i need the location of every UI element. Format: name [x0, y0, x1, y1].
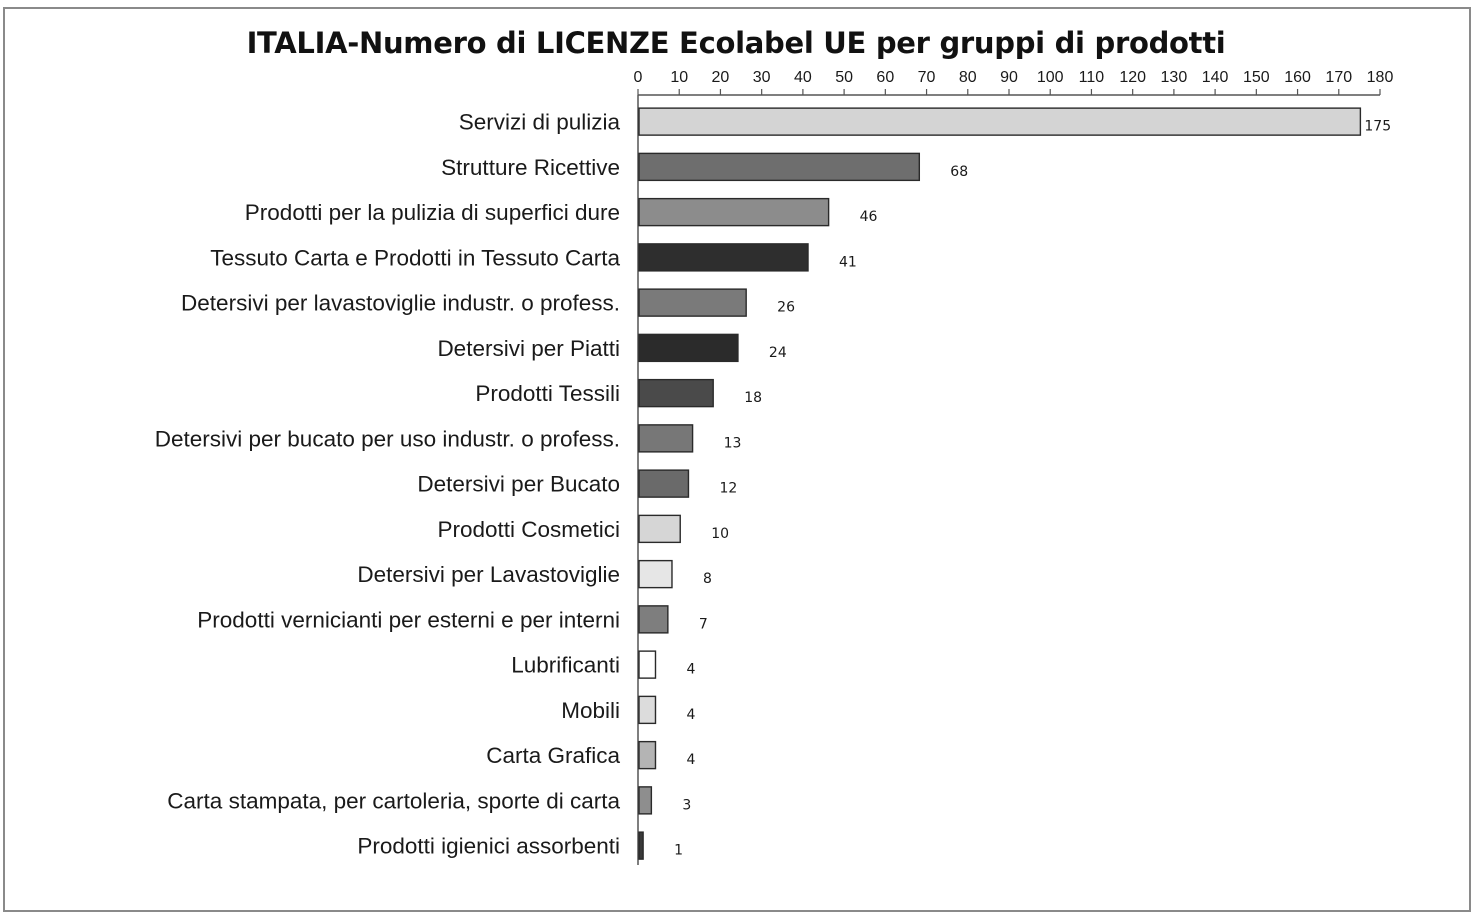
- bar: [638, 333, 739, 363]
- category-label: Carta stampata, per cartoleria, sporte d…: [167, 788, 620, 813]
- x-tick-label: 50: [835, 69, 853, 86]
- value-label: 175: [1364, 119, 1391, 135]
- value-label: 46: [860, 209, 878, 225]
- category-label: Lubrificanti: [511, 653, 620, 678]
- category-label: Detersivi per bucato per uso industr. o …: [155, 426, 620, 451]
- x-tick-label: 90: [1000, 69, 1018, 86]
- x-tick-label: 170: [1325, 69, 1352, 86]
- category-label: Detersivi per Bucato: [417, 472, 620, 497]
- bar: [638, 469, 690, 498]
- value-label: 8: [703, 571, 712, 587]
- x-tick-label: 70: [918, 69, 936, 86]
- category-label: Prodotti vernicianti per esterni e per i…: [197, 607, 620, 632]
- x-tick-label: 80: [959, 69, 977, 86]
- x-tick-label: 60: [876, 69, 894, 86]
- category-labels: Servizi di pulizia Strutture Ricettive Pro…: [155, 110, 621, 859]
- bar: [638, 650, 657, 679]
- bar: [638, 243, 809, 272]
- value-label: 24: [769, 345, 787, 361]
- category-label: Mobili: [561, 698, 620, 723]
- bar: [638, 107, 1362, 136]
- category-label: Tessuto Carta e Prodotti in Tessuto Cart…: [210, 245, 620, 270]
- category-label: Carta Grafica: [486, 743, 620, 768]
- x-tick-label: 130: [1161, 69, 1188, 86]
- bar: [638, 288, 747, 317]
- value-label: 12: [719, 481, 737, 497]
- chart-title-text: ITALIA-Numero di LICENZE Ecolabel UE per…: [246, 26, 1226, 60]
- x-axis: 0 10 20 30 40 50 60 70 80 90 100 110 120 130 140 150 160…: [634, 69, 1394, 865]
- bar: [638, 559, 673, 589]
- category-label: Prodotti Tessili: [475, 381, 620, 406]
- value-label: 3: [682, 797, 691, 813]
- bars: [638, 107, 1362, 860]
- x-tick-label: 110: [1079, 69, 1105, 86]
- value-label: 68: [950, 164, 968, 180]
- bar: [638, 740, 657, 770]
- value-label: 41: [839, 254, 857, 270]
- category-label: Prodotti igienici assorbenti: [357, 834, 620, 859]
- bar: [638, 786, 653, 815]
- category-label: Prodotti per la pulizia di superfici dur…: [245, 200, 620, 225]
- x-tick-label: 150: [1243, 69, 1270, 86]
- value-labels: 175 68 46 41 26 24 18 13 12 10 8 7 4 4 4 3 1: [674, 119, 1391, 859]
- x-tick-label: 40: [794, 69, 812, 86]
- bar: [638, 424, 694, 453]
- value-label: 13: [724, 435, 742, 451]
- category-label: Detersivi per Piatti: [437, 336, 620, 361]
- x-tick-label: 100: [1037, 69, 1064, 86]
- x-tick-label: 180: [1367, 69, 1394, 86]
- x-tick-label: 20: [712, 69, 730, 86]
- category-label: Prodotti Cosmetici: [437, 517, 620, 542]
- x-tick-label: 160: [1284, 69, 1311, 86]
- value-label: 4: [686, 662, 695, 678]
- bar: [638, 514, 681, 544]
- x-tick-label: 0: [634, 69, 643, 86]
- x-tick-label: 10: [670, 69, 688, 86]
- category-label: Detersivi per Lavastoviglie: [357, 562, 620, 587]
- bar: [638, 831, 644, 860]
- bar: [638, 605, 669, 634]
- value-label: 26: [777, 300, 795, 316]
- bar: [638, 695, 657, 725]
- value-label: 4: [686, 752, 695, 768]
- category-label: Detersivi per lavastoviglie industr. o p…: [181, 291, 620, 316]
- x-tick-label: 30: [753, 69, 771, 86]
- x-tick-label: 140: [1202, 69, 1229, 86]
- value-label: 18: [744, 390, 762, 406]
- chart-title: ITALIA-Numero di LICENZE Ecolabel UE per…: [0, 26, 1476, 60]
- bar: [638, 152, 921, 182]
- bar: [638, 378, 714, 408]
- value-label: 7: [699, 616, 708, 632]
- value-label: 4: [686, 707, 695, 723]
- x-tick-label: 120: [1119, 69, 1146, 86]
- value-label: 1: [674, 843, 683, 859]
- category-label: Strutture Ricettive: [441, 155, 620, 180]
- category-label: Servizi di pulizia: [459, 110, 621, 135]
- bar: [638, 197, 830, 227]
- value-label: 10: [711, 526, 729, 542]
